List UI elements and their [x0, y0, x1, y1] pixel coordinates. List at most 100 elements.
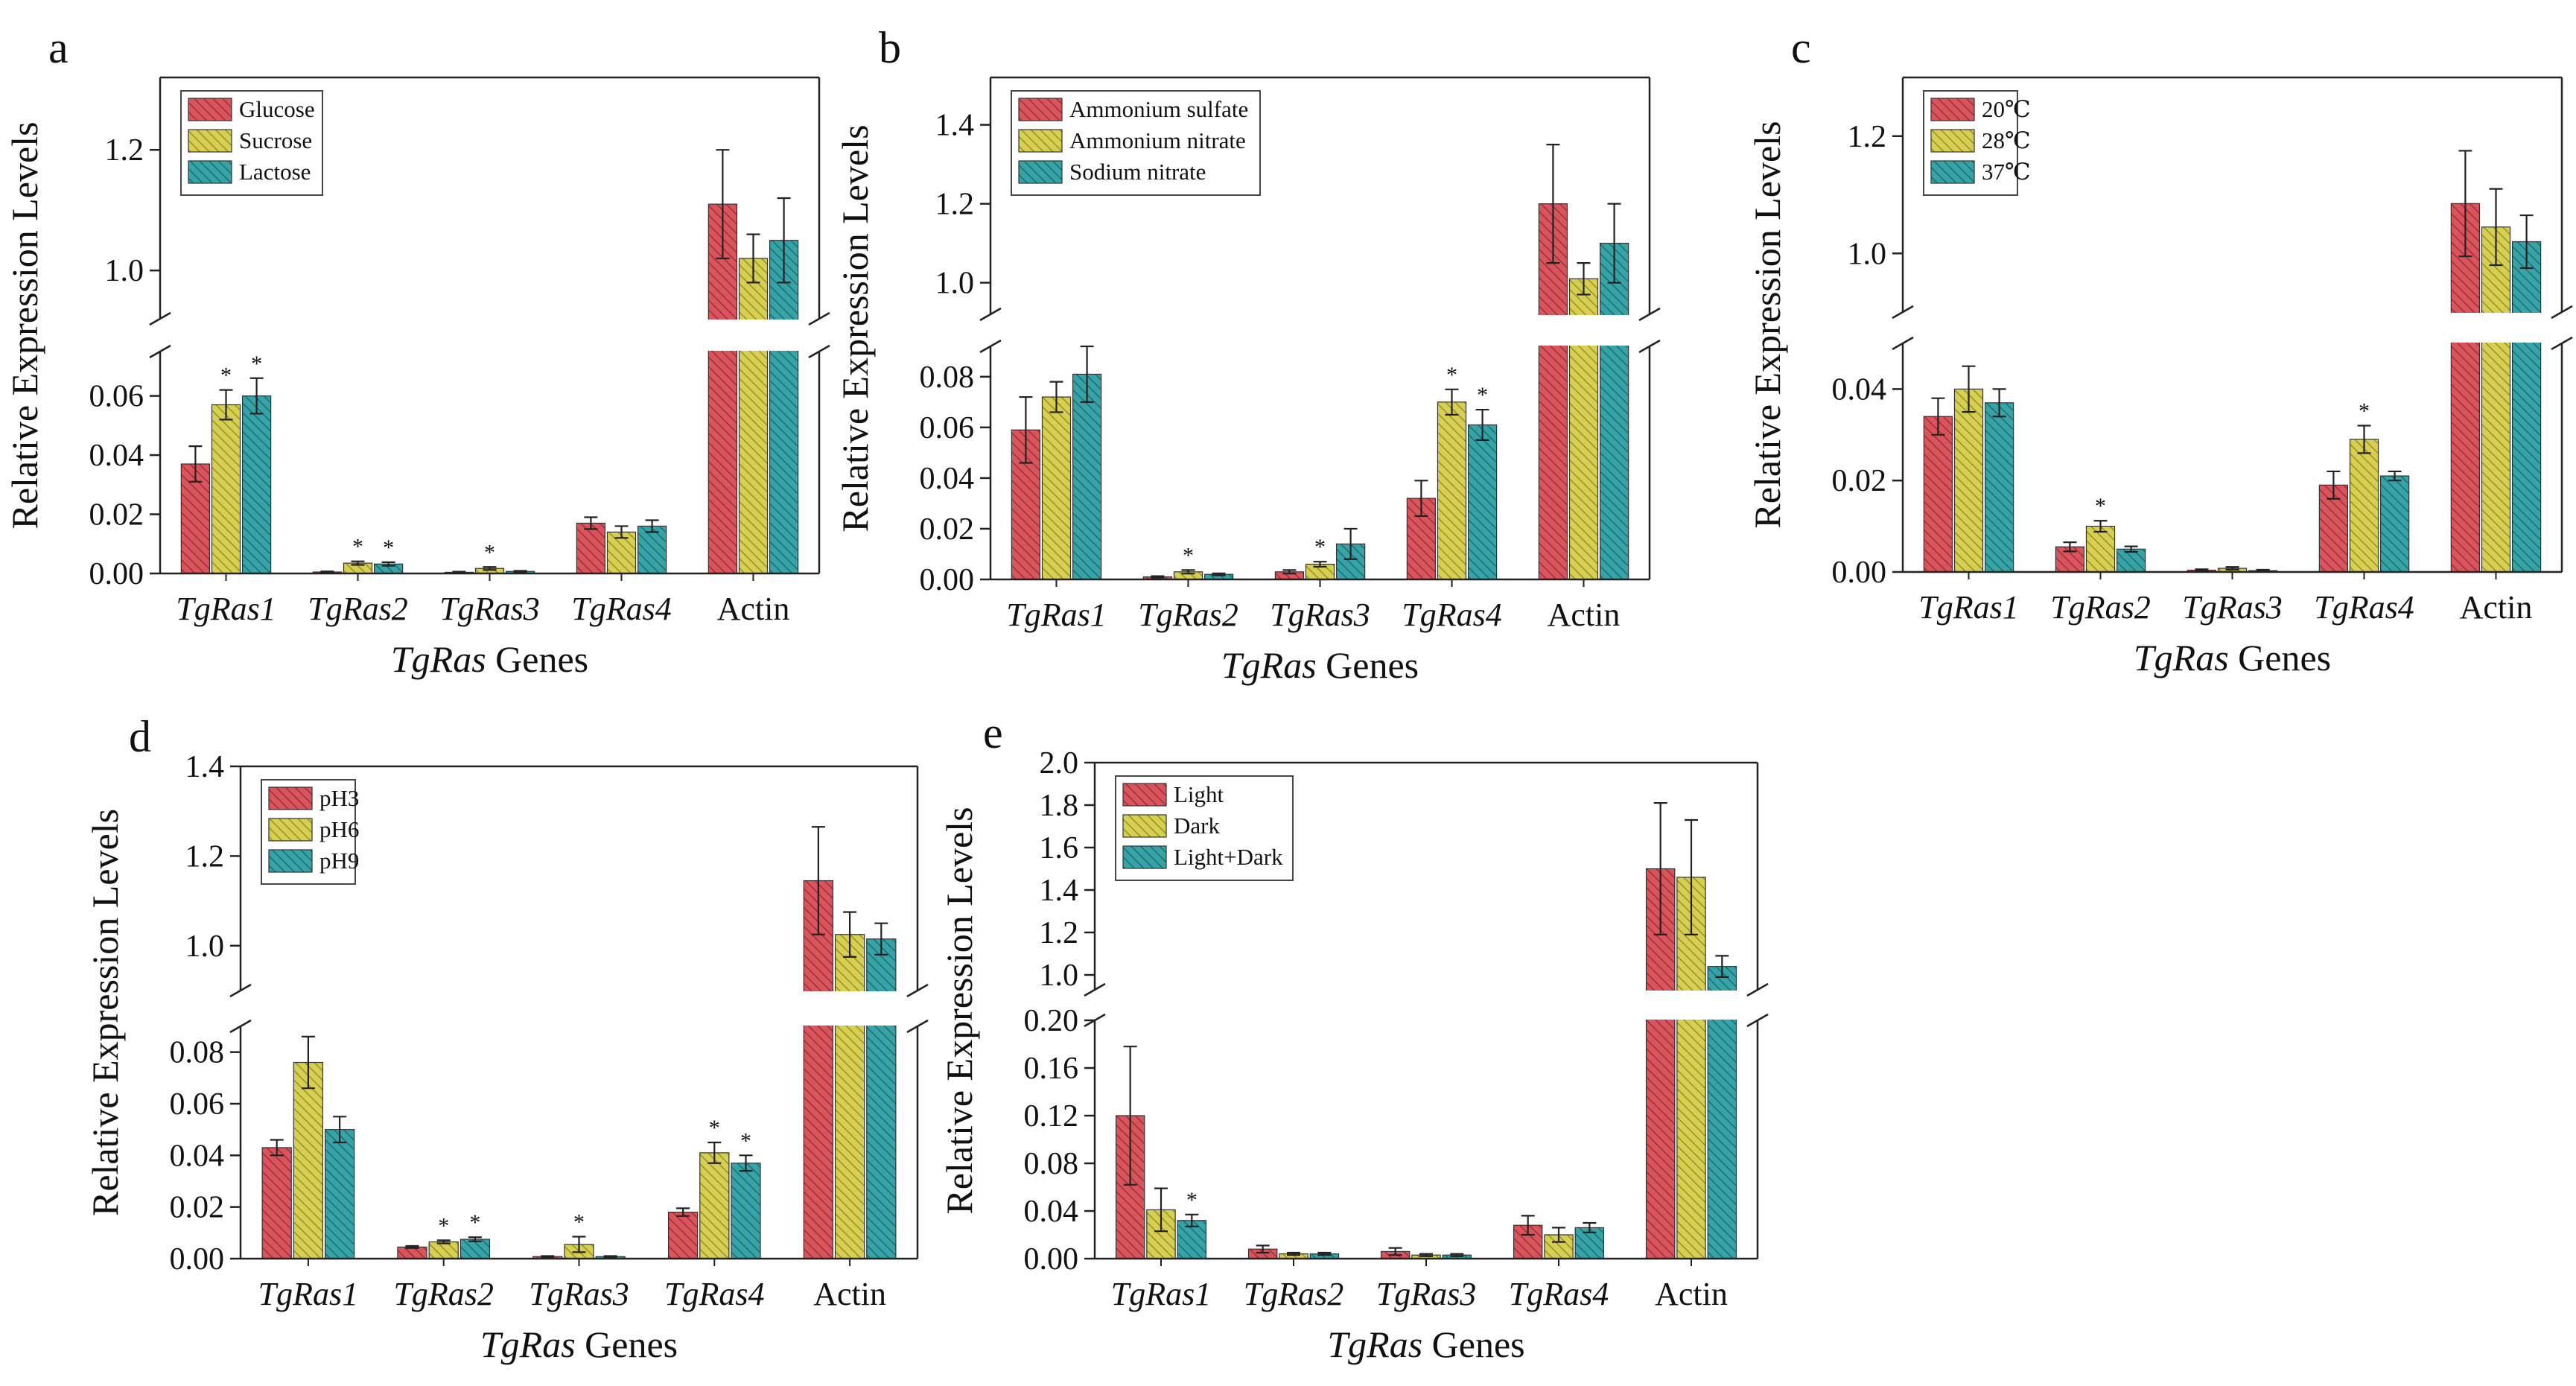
bar-c-3-1	[2349, 439, 2379, 573]
axis-break-mark	[979, 339, 1002, 354]
legend-label: pH3	[319, 785, 359, 811]
significance-star: *	[251, 352, 262, 376]
significance-star: *	[484, 540, 495, 565]
legend-swatch	[268, 786, 313, 810]
bar-c-4-2	[2511, 241, 2542, 573]
x-category-label: TgRas1	[1918, 589, 2018, 626]
bar-a-4-1	[738, 258, 769, 574]
bar-a-3-2	[637, 525, 667, 574]
y-tick-label: 1.0	[935, 267, 975, 301]
x-axis-title: TgRas Genes	[480, 1323, 678, 1365]
bar-e-0-0	[1115, 1115, 1145, 1259]
x-category-label: TgRas2	[1138, 597, 1238, 633]
axis-break-mark	[808, 344, 830, 359]
legend-swatch	[1018, 98, 1063, 121]
axis-break-mark	[1084, 982, 1106, 997]
x-category-label: TgRas1	[258, 1276, 358, 1312]
bar-c-1-1	[2085, 525, 2116, 573]
y-tick-label: 0.06	[920, 411, 975, 445]
x-category-label: TgRas3	[2182, 589, 2282, 626]
y-axis-title: Relative Expression Levels	[1746, 121, 1788, 528]
bar-d-0-1	[293, 1061, 324, 1259]
significance-star: *	[740, 1128, 751, 1153]
bar-c-1-2	[2116, 548, 2146, 573]
bar-b-4-0	[1538, 203, 1568, 580]
y-tick-label: 1.2	[1848, 120, 1887, 154]
bar-d-1-2	[459, 1239, 491, 1259]
axis-break-mark	[1892, 336, 1914, 351]
significance-star: *	[438, 1213, 449, 1238]
x-category-label: TgRas1	[1111, 1276, 1211, 1312]
x-axis-title: TgRas Genes	[1221, 644, 1419, 686]
axis-break-mark	[906, 1019, 929, 1034]
panel-letter: c	[1791, 23, 1811, 72]
y-tick-label: 0.06	[89, 380, 144, 414]
x-category-label: TgRas4	[664, 1276, 764, 1312]
bar-d-4-0	[803, 880, 834, 1259]
bar-d-4-2	[866, 938, 897, 1259]
significance-star: *	[2359, 399, 2370, 424]
x-category-label: TgRas1	[176, 591, 276, 627]
y-axis-title: Relative Expression Levels	[4, 121, 45, 529]
legend-label: Sodium nitrate	[1069, 159, 1206, 185]
axis-break-mark	[1638, 339, 1661, 354]
x-category-label: Actin	[717, 591, 790, 627]
x-axis-title-gene: TgRas	[2134, 637, 2229, 678]
significance-star: *	[573, 1210, 585, 1235]
axis-break-mark	[149, 344, 171, 359]
y-tick-label: 0.02	[920, 512, 975, 547]
x-axis-title: TgRas Genes	[1327, 1323, 1524, 1365]
y-tick-label: 1.4	[935, 109, 975, 143]
axis-break-mark	[149, 311, 171, 326]
x-axis-title-rest: Genes	[2229, 637, 2331, 678]
y-tick-label: 0.00	[89, 557, 144, 591]
x-axis-title-rest: Genes	[576, 1323, 678, 1365]
panel-a: a * * * * * 0.00 0.02 0.04 0.06 1.0 1.2 TgRas1 TgRas2…	[4, 23, 830, 680]
y-tick-label: 1.0	[185, 929, 225, 964]
bar-d-3-2	[731, 1163, 761, 1259]
x-axis-title: TgRas Genes	[2134, 637, 2331, 678]
x-category-label: Actin	[2460, 589, 2533, 626]
bar-a-3-0	[576, 522, 606, 574]
x-category-label: TgRas4	[1402, 597, 1501, 633]
legend-label: Light+Dark	[1174, 844, 1283, 870]
x-category-label: TgRas1	[1006, 597, 1106, 633]
y-tick-label: 2.0	[1040, 746, 1079, 781]
legend-swatch	[1018, 160, 1063, 184]
bar-b-4-2	[1599, 243, 1629, 580]
y-tick-label: 0.00	[920, 563, 975, 597]
panel-d: d******0.000.020.040.060.081.01.21.4TgRa…	[84, 712, 929, 1365]
y-tick-label: 1.2	[1040, 916, 1079, 950]
y-tick-label: 0.04	[89, 439, 144, 473]
bar-a-4-0	[707, 203, 738, 574]
bar-d-1-1	[428, 1241, 459, 1259]
y-tick-label: 0.04	[1832, 372, 1887, 407]
axis-break-mark	[229, 983, 252, 998]
x-axis-title-gene: TgRas	[1327, 1323, 1422, 1365]
legend-swatch	[188, 160, 232, 184]
x-category-label: TgRas3	[529, 1276, 629, 1312]
axis-break-mark	[2551, 336, 2573, 351]
x-axis-title-rest: Genes	[1422, 1323, 1524, 1365]
legend-swatch	[1122, 845, 1167, 869]
y-tick-label: 1.2	[935, 188, 975, 222]
bar-a-3-1	[606, 531, 637, 574]
x-category-label: TgRas4	[2314, 589, 2414, 626]
bar-c-0-2	[1984, 402, 2014, 573]
y-tick-label: 0.12	[1024, 1099, 1079, 1134]
axis-break-mark	[808, 311, 830, 326]
legend-label: Ammonium nitrate	[1069, 127, 1246, 153]
x-category-label: TgRas3	[1376, 1276, 1476, 1312]
y-tick-label: 1.6	[1040, 831, 1079, 865]
axis-break-mark	[1892, 305, 1914, 320]
legend-swatch	[268, 818, 313, 842]
y-tick-label: 1.0	[1040, 959, 1079, 993]
bar-c-3-2	[2379, 475, 2410, 573]
legend-label: pH6	[319, 816, 359, 842]
bar-b-0-1	[1041, 396, 1072, 580]
y-tick-label: 0.00	[1832, 556, 1887, 590]
axis-break-gap	[1904, 313, 2561, 343]
x-category-label: TgRas2	[1244, 1276, 1343, 1312]
significance-star: *	[1186, 1188, 1198, 1212]
